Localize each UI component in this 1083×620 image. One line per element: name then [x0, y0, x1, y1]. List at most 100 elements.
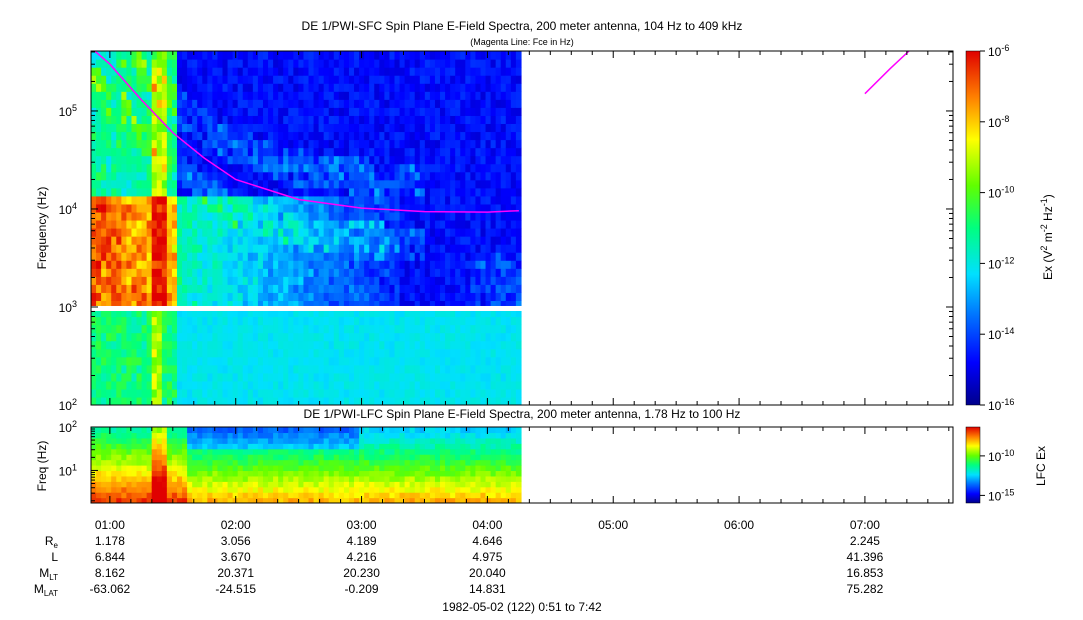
sfc-spectrogram-cell: [323, 67, 330, 76]
sfc-spectrogram-cell: [495, 75, 502, 84]
sfc-spectrogram-cell: [106, 75, 112, 84]
sfc-spectrogram-cell: [146, 324, 153, 334]
sfc-spectrogram-cell: [171, 83, 178, 92]
sfc-spectrogram-cell: [480, 107, 487, 116]
sfc-spectrogram-cell: [197, 91, 203, 100]
sfc-spectrogram-cell: [495, 284, 502, 293]
sfc-spectrogram-cell: [156, 332, 163, 342]
sfc-spectrogram-cell: [192, 324, 198, 334]
sfc-spectrogram-cell: [399, 211, 406, 221]
sfc-spectrogram-cell: [434, 155, 441, 165]
sfc-spectrogram-cell: [389, 284, 396, 293]
sfc-spectrogram-cell: [176, 219, 183, 229]
sfc-spectrogram-cell: [490, 123, 497, 133]
sfc-spectrogram-cell: [515, 308, 522, 318]
sfc-spectrogram-cell: [369, 171, 375, 181]
lfc-spectrogram-cell: [232, 448, 239, 455]
sfc-spectrogram-cell: [262, 187, 269, 197]
sfc-spectrogram-cell: [318, 236, 325, 245]
lfc-spectrogram-cell: [111, 486, 117, 493]
sfc-spectrogram-cell: [273, 300, 279, 310]
lfc-spectrogram-cell: [308, 437, 315, 444]
sfc-spectrogram-cell: [262, 115, 269, 125]
sfc-spectrogram-cell: [293, 67, 299, 76]
sfc-spectrogram-cell: [166, 396, 173, 405]
sfc-spectrogram-cell: [404, 356, 411, 366]
sfc-spectrogram-cell: [470, 179, 477, 189]
sfc-spectrogram-cell: [151, 59, 158, 68]
sfc-spectrogram-cell: [455, 332, 461, 342]
sfc-spectrogram-cell: [465, 228, 471, 237]
sfc-spectrogram-cell: [217, 292, 224, 302]
sfc-spectrogram-cell: [500, 340, 507, 350]
sfc-spectrogram-cell: [318, 332, 325, 342]
sfc-spectrogram-cell: [232, 372, 239, 382]
sfc-spectrogram-cell: [384, 107, 391, 116]
sfc-spectrogram-cell: [121, 99, 128, 108]
sfc-spectrogram-cell: [318, 171, 325, 181]
sfc-spectrogram-cell: [374, 268, 380, 277]
lfc-spectrogram-cell: [242, 465, 249, 472]
sfc-spectrogram-cell: [212, 179, 219, 189]
sfc-spectrogram-cell: [91, 268, 97, 277]
lfc-spectrogram-cell: [166, 432, 173, 439]
sfc-spectrogram-cell: [212, 332, 219, 342]
sfc-spectrogram-cell: [414, 211, 421, 221]
sfc-spectrogram-cell: [212, 356, 219, 366]
sfc-spectrogram-cell: [394, 292, 401, 302]
sfc-spectrogram-cell: [384, 131, 391, 141]
sfc-spectrogram-cell: [500, 228, 507, 237]
sfc-spectrogram-cell: [445, 51, 451, 60]
sfc-spectrogram-cell: [389, 67, 396, 76]
sfc-spectrogram-cell: [101, 131, 107, 141]
sfc-spectrogram-cell: [399, 179, 406, 189]
sfc-spectrogram-cell: [338, 59, 345, 68]
sfc-spectrogram-cell: [495, 115, 502, 125]
lfc-spectrogram-cell: [171, 459, 178, 466]
sfc-spectrogram-cell: [242, 107, 249, 116]
sfc-spectrogram-cell: [434, 107, 441, 116]
sfc-spectrogram-cell: [273, 228, 279, 237]
lfc-spectrogram-cell: [262, 459, 269, 466]
lfc-spectrogram-cell: [252, 475, 259, 482]
sfc-spectrogram-cell: [106, 324, 112, 334]
sfc-spectrogram-cell: [505, 99, 512, 108]
sfc-spectrogram-cell: [126, 340, 133, 350]
sfc-spectrogram-cell: [91, 99, 97, 108]
lfc-spectrogram-cell: [202, 492, 208, 499]
sfc-spectrogram-cell: [217, 356, 224, 366]
sfc-spectrogram-cell: [465, 308, 471, 318]
sfc-spectrogram-cell: [273, 308, 279, 318]
sfc-spectrogram-cell: [333, 372, 340, 382]
sfc-spectrogram-cell: [116, 396, 122, 405]
lfc-spectrogram-cell: [222, 432, 229, 439]
sfc-spectrogram-cell: [111, 380, 117, 390]
sfc-spectrogram-cell: [354, 115, 360, 125]
sfc-spectrogram-cell: [359, 115, 365, 125]
sfc-spectrogram-cell: [187, 171, 193, 181]
sfc-spectrogram-cell: [212, 211, 219, 221]
lfc-spectrogram-cell: [247, 443, 254, 450]
sfc-spectrogram-cell: [192, 75, 198, 84]
sfc-spectrogram-cell: [268, 99, 274, 108]
sfc-spectrogram-cell: [252, 284, 259, 293]
sfc-spectrogram-cell: [364, 252, 370, 261]
sfc-spectrogram-cell: [515, 260, 522, 269]
sfc-spectrogram-cell: [166, 228, 173, 237]
lfc-spectrogram-cell: [268, 470, 274, 477]
lfc-spectrogram-cell: [101, 427, 107, 434]
sfc-spectrogram-cell: [298, 252, 305, 261]
sfc-spectrogram-cell: [369, 187, 375, 197]
sfc-spectrogram-cell: [278, 203, 284, 213]
sfc-spectrogram-cell: [227, 364, 234, 374]
sfc-spectrogram-cell: [283, 300, 289, 310]
lfc-spectrogram-cell: [227, 427, 234, 434]
sfc-spectrogram-cell: [455, 308, 461, 318]
sfc-spectrogram-cell: [171, 203, 178, 213]
sfc-spectrogram-cell: [298, 372, 305, 382]
sfc-spectrogram-cell: [510, 284, 517, 293]
sfc-y-tick-label: 104: [59, 201, 77, 217]
sfc-spectrogram-cell: [232, 276, 239, 285]
lfc-spectrogram-cell: [101, 443, 107, 450]
sfc-spectrogram-cell: [440, 171, 446, 181]
